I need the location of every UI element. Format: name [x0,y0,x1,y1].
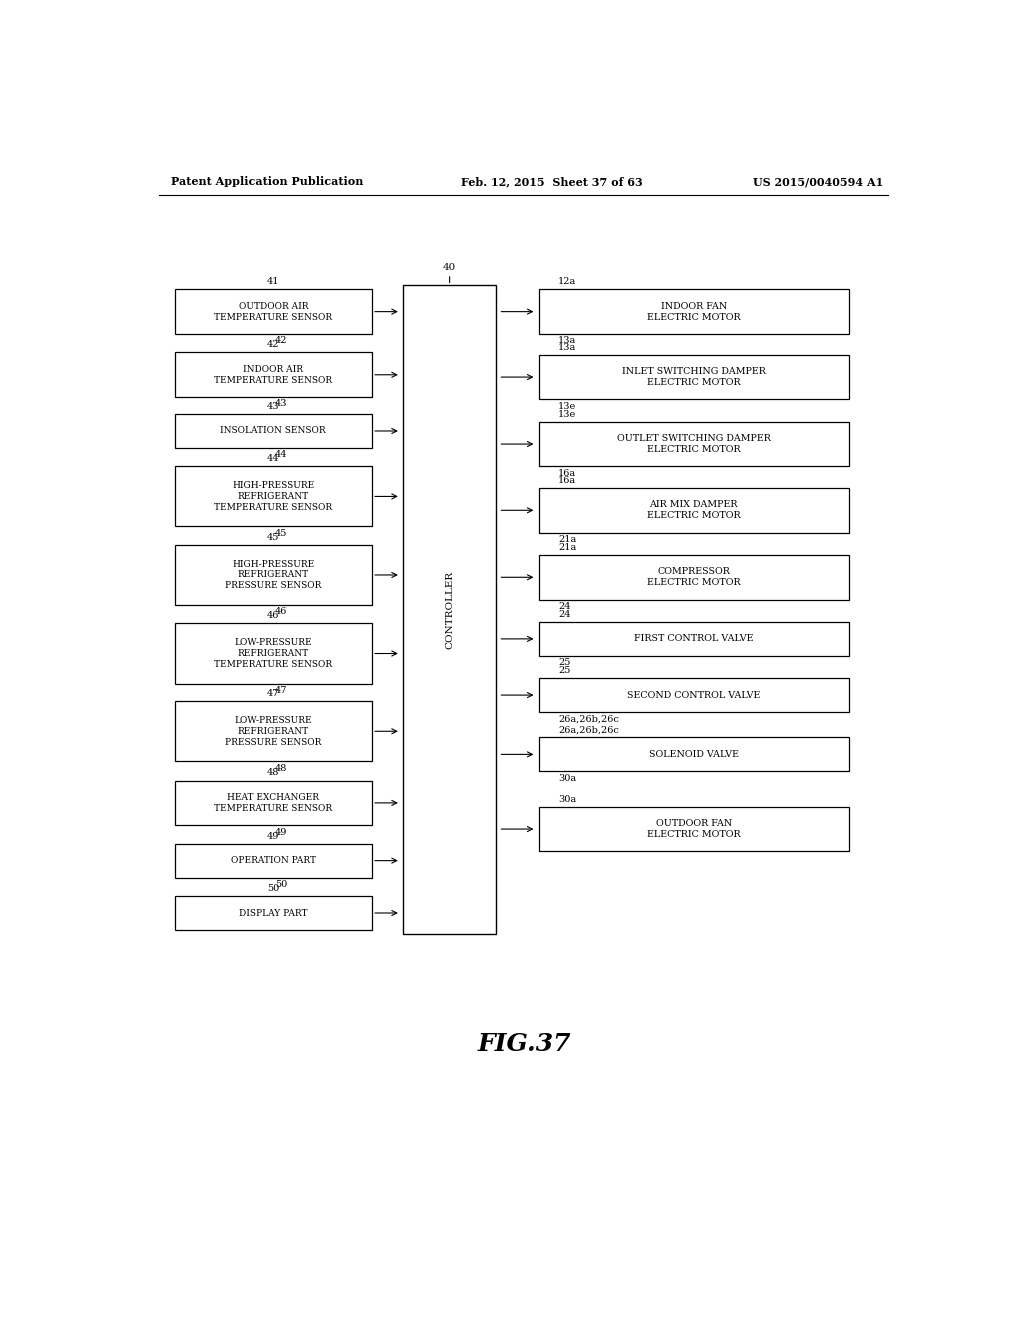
Text: 21a: 21a [558,543,577,552]
Text: 13e: 13e [558,409,577,418]
Bar [539,554,849,599]
Text: 47: 47 [267,689,280,698]
Text: Patent Application Publication: Patent Application Publication [171,176,362,187]
Text: 26a,26b,26c: 26a,26b,26c [558,714,618,723]
Text: INSOLATION SENSOR: INSOLATION SENSOR [220,426,326,436]
Text: Feb. 12, 2015  Sheet 37 of 63: Feb. 12, 2015 Sheet 37 of 63 [461,176,643,187]
Bar [174,352,372,397]
Text: 45: 45 [267,533,280,543]
Text: 13a: 13a [558,337,577,346]
Text: INDOOR AIR
TEMPERATURE SENSOR: INDOOR AIR TEMPERATURE SENSOR [214,364,333,384]
Text: 12a: 12a [558,277,577,286]
Bar [174,843,372,878]
Text: 24: 24 [558,602,570,611]
Text: OUTDOOR FAN
ELECTRIC MOTOR: OUTDOOR FAN ELECTRIC MOTOR [647,820,740,840]
Text: 16a: 16a [558,469,577,478]
Text: AIR MIX DAMPER
ELECTRIC MOTOR: AIR MIX DAMPER ELECTRIC MOTOR [647,500,740,520]
Text: 45: 45 [274,529,288,537]
Text: HIGH-PRESSURE
REFRIGERANT
TEMPERATURE SENSOR: HIGH-PRESSURE REFRIGERANT TEMPERATURE SE… [214,482,333,512]
Text: 46: 46 [267,611,280,620]
Text: 50: 50 [274,880,287,888]
Text: 44: 44 [267,454,280,463]
Bar [174,545,372,605]
Text: 49: 49 [267,832,280,841]
Bar [403,285,496,933]
Text: 26a,26b,26c: 26a,26b,26c [558,726,618,734]
Bar [174,780,372,825]
Text: 25: 25 [558,667,570,675]
Bar [174,701,372,762]
Text: LOW-PRESSURE
REFRIGERANT
TEMPERATURE SENSOR: LOW-PRESSURE REFRIGERANT TEMPERATURE SEN… [214,639,333,669]
Text: INDOOR FAN
ELECTRIC MOTOR: INDOOR FAN ELECTRIC MOTOR [647,302,740,322]
Text: 40: 40 [443,263,457,272]
Text: HEAT EXCHANGER
TEMPERATURE SENSOR: HEAT EXCHANGER TEMPERATURE SENSOR [214,793,333,813]
Text: 48: 48 [267,768,280,777]
Text: FIG.37: FIG.37 [478,1032,571,1056]
Text: LOW-PRESSURE
REFRIGERANT
PRESSURE SENSOR: LOW-PRESSURE REFRIGERANT PRESSURE SENSOR [225,715,322,747]
Text: 47: 47 [274,686,288,694]
Bar [174,466,372,527]
Text: INLET SWITCHING DAMPER
ELECTRIC MOTOR: INLET SWITCHING DAMPER ELECTRIC MOTOR [622,367,766,387]
Bar [539,422,849,466]
Text: SOLENOID VALVE: SOLENOID VALVE [649,750,738,759]
Text: 44: 44 [274,450,288,459]
Text: 30a: 30a [558,795,577,804]
Text: 42: 42 [267,341,280,350]
Text: 42: 42 [274,337,288,346]
Bar [174,414,372,447]
Text: 48: 48 [274,763,288,772]
Text: 41: 41 [267,277,280,286]
Text: FIRST CONTROL VALVE: FIRST CONTROL VALVE [634,635,754,643]
Text: 13a: 13a [558,343,577,351]
Bar [539,807,849,851]
Text: 50: 50 [267,884,280,894]
Text: 13e: 13e [558,401,577,411]
Text: 21a: 21a [558,535,577,544]
Text: 43: 43 [274,400,288,408]
Text: OUTDOOR AIR
TEMPERATURE SENSOR: OUTDOOR AIR TEMPERATURE SENSOR [214,302,333,322]
Bar [539,488,849,533]
Bar [174,623,372,684]
Text: SECOND CONTROL VALVE: SECOND CONTROL VALVE [627,690,761,700]
Text: OPERATION PART: OPERATION PART [230,857,315,865]
Text: 25: 25 [558,659,570,667]
Bar [539,622,849,656]
Text: COMPRESSOR
ELECTRIC MOTOR: COMPRESSOR ELECTRIC MOTOR [647,568,740,587]
Text: 30a: 30a [558,774,577,783]
Text: HIGH-PRESSURE
REFRIGERANT
PRESSURE SENSOR: HIGH-PRESSURE REFRIGERANT PRESSURE SENSO… [225,560,322,590]
Text: US 2015/0040594 A1: US 2015/0040594 A1 [754,176,884,187]
Text: 24: 24 [558,610,570,619]
Text: 16a: 16a [558,477,577,484]
Bar [174,896,372,929]
Text: CONTROLLER: CONTROLLER [445,570,454,648]
Text: 49: 49 [274,828,288,837]
Text: 43: 43 [267,403,280,411]
Bar [539,678,849,711]
Bar [539,738,849,771]
Text: DISPLAY PART: DISPLAY PART [239,908,307,917]
Bar [539,355,849,400]
Bar [539,289,849,334]
Text: 46: 46 [274,607,288,616]
Text: OUTLET SWITCHING DAMPER
ELECTRIC MOTOR: OUTLET SWITCHING DAMPER ELECTRIC MOTOR [616,434,771,454]
Bar [174,289,372,334]
